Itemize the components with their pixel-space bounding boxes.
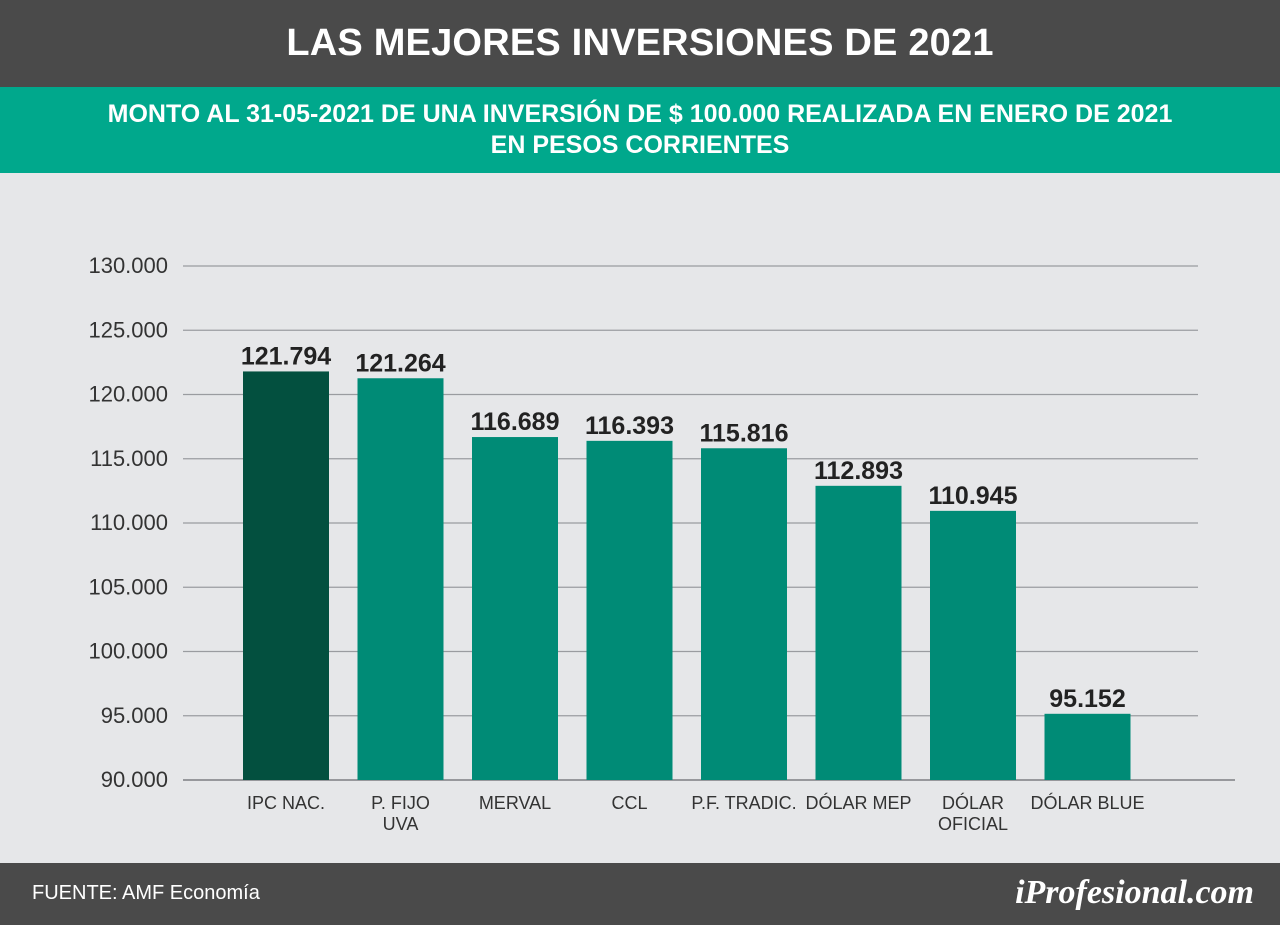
bar (243, 371, 329, 780)
y-tick-label: 125.000 (88, 317, 168, 342)
footer-bar: FUENTE: AMF Economía iProfesional.com (0, 863, 1280, 925)
bar-value-label: 115.816 (700, 419, 789, 447)
bar (357, 378, 444, 780)
x-category-label: DÓLAR BLUE (1030, 792, 1144, 813)
bar (472, 437, 558, 780)
bar (586, 440, 673, 780)
bar (930, 510, 1016, 780)
bar-value-label: 110.945 (929, 482, 1018, 510)
x-category-label: MERVAL (479, 793, 551, 813)
y-tick-label: 120.000 (88, 382, 168, 407)
chart-subtitle-line-1: MONTO AL 31-05-2021 DE UNA INVERSIÓN DE … (107, 100, 1173, 128)
x-category-label: DÓLAR OFICIAL (938, 792, 1008, 834)
x-category-label: CCL (611, 793, 647, 813)
x-category-label: DÓLAR MEP (805, 792, 911, 813)
bar-value-label: 121.264 (355, 349, 445, 377)
y-tick-label: 130.000 (88, 253, 168, 278)
chart-title: LAS MEJORES INVERSIONES DE 2021 (286, 22, 994, 64)
chart-area: 90.000 95.000 100.000 105.000 110.000 115.000… (0, 173, 1280, 863)
x-category-label: P.F. TRADIC. (691, 793, 796, 813)
brand-logo: iProfesional.com (1015, 874, 1254, 911)
x-category-label: P. FIJO UVA (371, 793, 430, 834)
bar (815, 485, 902, 780)
y-tick-label: 115.000 (90, 446, 168, 471)
bar-value-label: 112.893 (814, 457, 903, 485)
y-tick-label: 105.000 (88, 574, 168, 599)
chart-subtitle-line-2: EN PESOS CORRIENTES (490, 131, 790, 159)
source-note: FUENTE: AMF Economía (32, 882, 260, 904)
bar-value-label: 116.393 (585, 412, 674, 440)
bar-value-label: 116.689 (471, 408, 560, 436)
chart-subtitle-bar: MONTO AL 31-05-2021 DE UNA INVERSIÓN DE … (0, 87, 1280, 173)
y-tick-label: 100.000 (88, 639, 168, 664)
x-category-label: IPC NAC. (247, 793, 325, 813)
y-tick-label: 95.000 (101, 703, 168, 728)
bar (1044, 713, 1131, 780)
bar-value-label: 121.794 (241, 342, 331, 370)
bar-chart: 90.000 95.000 100.000 105.000 110.000 115.000… (88, 253, 1235, 834)
y-tick-label: 110.000 (90, 510, 168, 535)
bar (701, 448, 787, 780)
y-tick-label: 90.000 (101, 767, 168, 792)
bar-value-label: 95.152 (1049, 685, 1125, 713)
chart-title-bar: LAS MEJORES INVERSIONES DE 2021 (0, 0, 1280, 87)
